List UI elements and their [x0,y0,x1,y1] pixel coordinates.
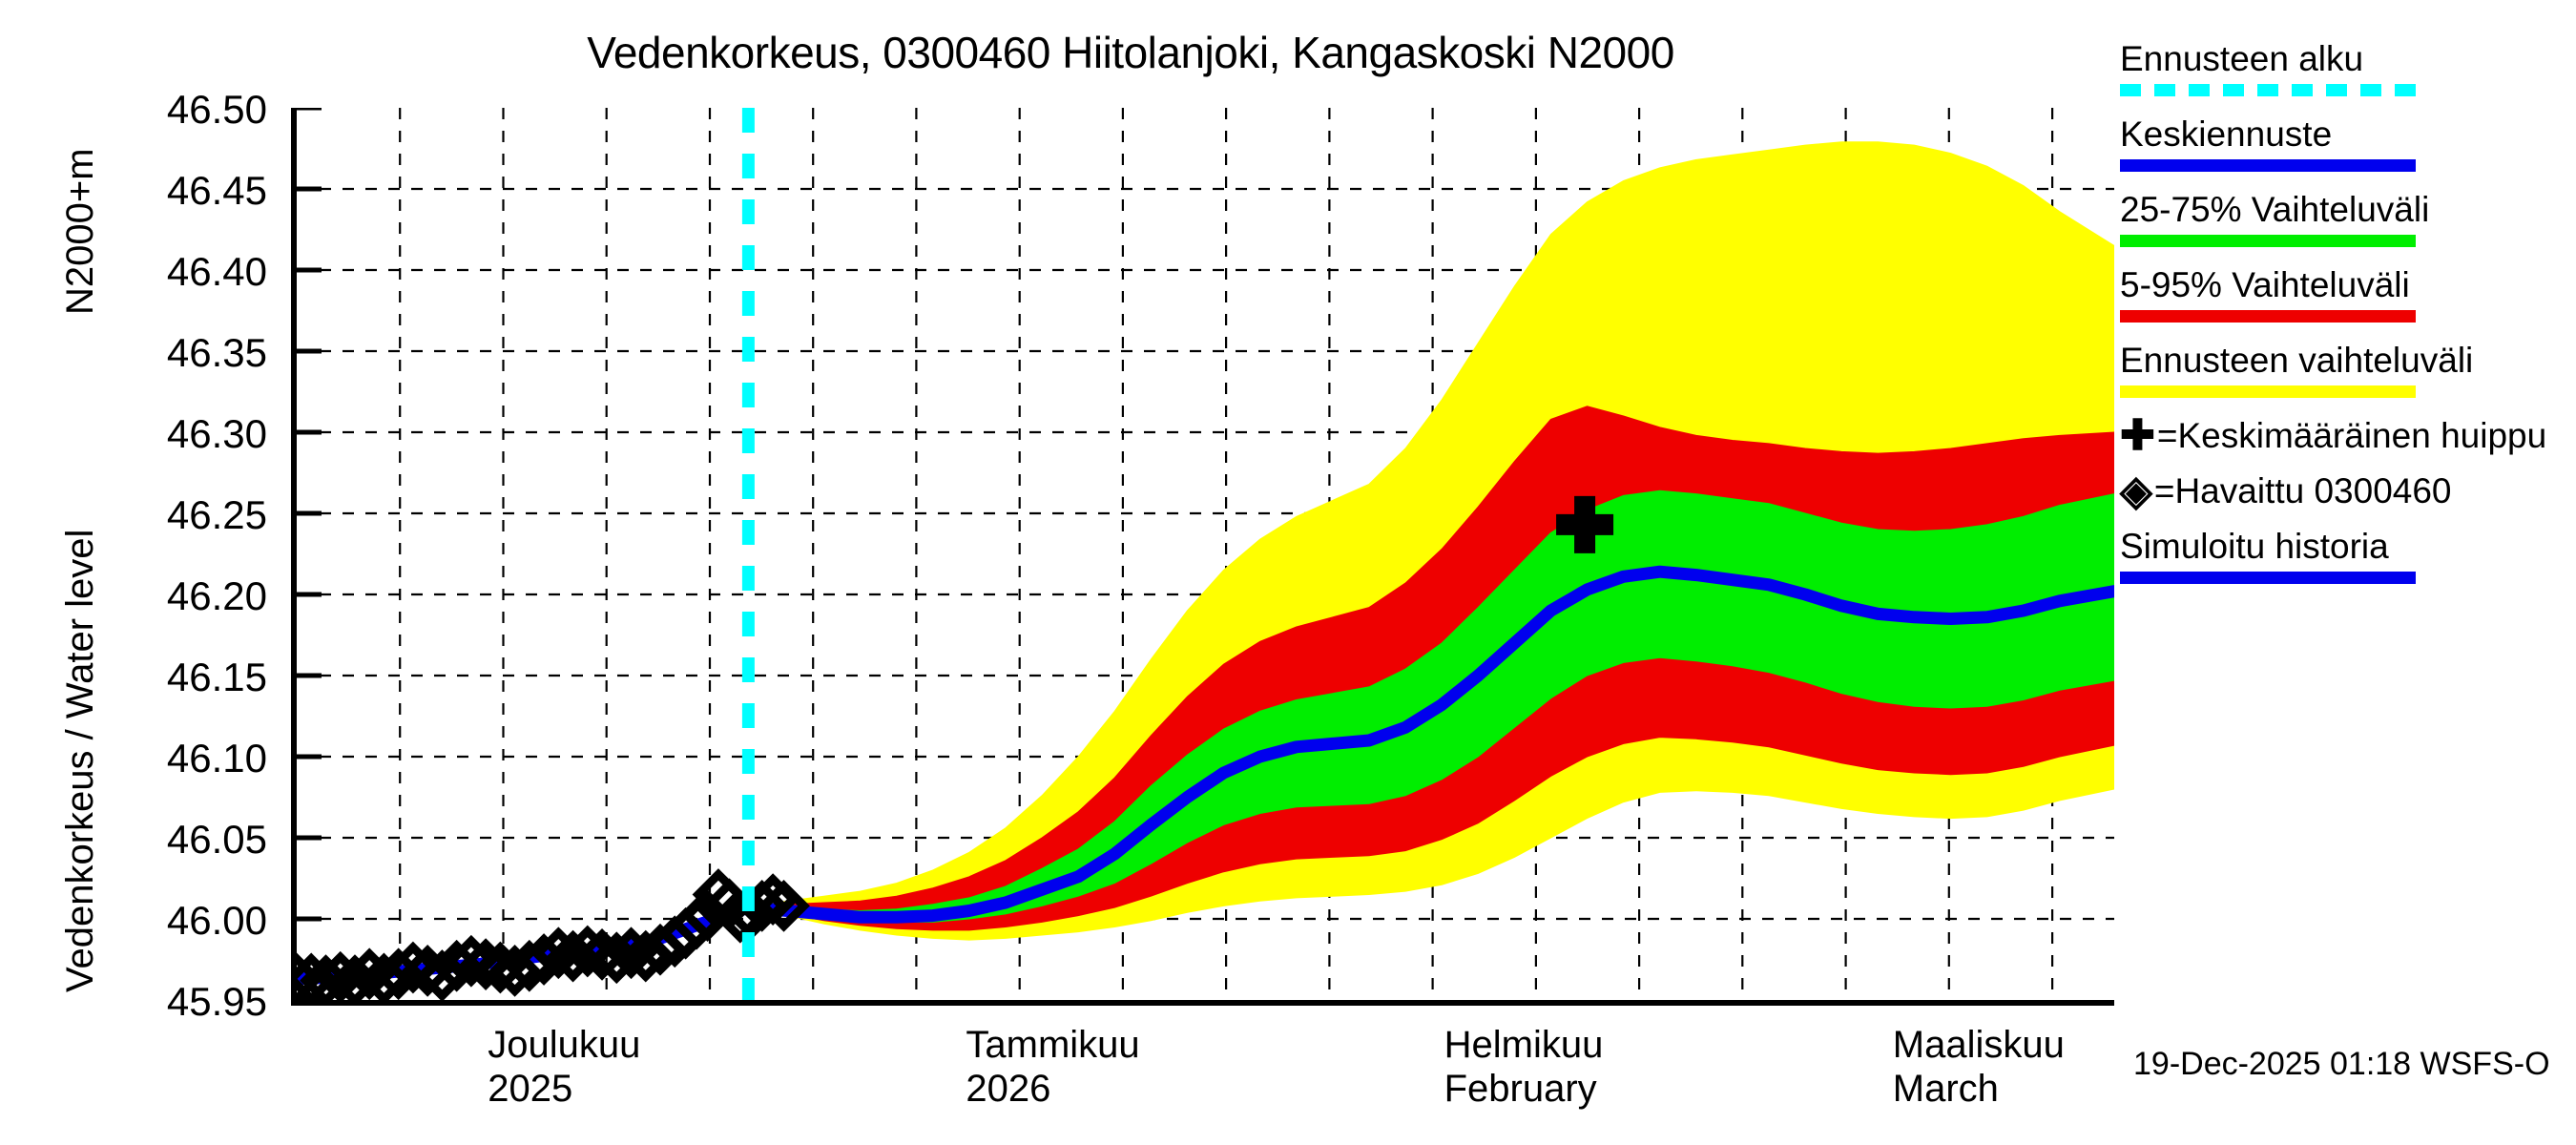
mean-peak-marker [1556,495,1614,553]
diamond-icon: ◈ [2120,468,2152,514]
page-title: Vedenkorkeus, 0300460 Hiitolanjoki, Kang… [587,28,1674,77]
legend-band-25-75: 25-75% Vaihteluväli [2120,189,2568,247]
y-axis-tick-label: 46.45 [166,168,267,213]
y-axis-tick-label: 46.30 [166,411,267,456]
y-axis-tick-label: 46.15 [166,655,267,699]
x-axis-month-name: Tammikuu [966,1024,1140,1066]
legend-forecast-start: Ennusteen alku [2120,38,2568,96]
legend-swatch-band-5-95 [2120,310,2416,323]
legend-swatch-forecast-start [2120,84,2416,96]
x-axis-month-sub: 2025 [488,1068,573,1110]
observed-markers [297,868,810,1000]
observed-marker [758,880,810,932]
legend-swatch-sim-history [2120,572,2416,584]
y-axis-tick-label: 46.00 [166,898,267,943]
timestamp-stamp: 19-Dec-2025 01:18 WSFS-O [2133,1046,2550,1082]
x-axis-month-sub: 2026 [966,1068,1051,1110]
legend-observed: ◈ =Havaittu 0300460 [2120,468,2452,514]
y-axis-tick-label: 46.40 [166,249,267,294]
x-axis-month-sub: February [1444,1068,1597,1110]
x-axis-month-label: Helmikuu February [1444,1023,1604,1111]
median-forecast-line [741,565,2114,924]
y-axis-tick-label: 45.95 [166,979,267,1024]
x-axis-month-name: Maaliskuu [1892,1024,2065,1066]
x-axis-month-sub: March [1892,1068,1999,1110]
legend-swatch-band-full [2120,385,2416,398]
chart-legend: Ennusteen alku Keskiennuste 25-75% Vaiht… [2120,38,2568,601]
legend-band-5-95: 5-95% Vaihteluväli [2120,264,2568,323]
x-axis-month-name: Joulukuu [488,1024,641,1066]
x-axis-month-label: Joulukuu 2025 [488,1023,640,1111]
x-axis-month-label: Maaliskuu March [1893,1023,2065,1111]
legend-band-full: Ennusteen vaihteluväli [2120,340,2568,398]
chart-canvas [297,108,2114,1000]
y-axis-tick-label: 46.35 [166,330,267,375]
y-axis-tick-label: 46.20 [166,573,267,618]
x-axis-month-label: Tammikuu 2026 [966,1023,1139,1111]
x-axis-month-name: Helmikuu [1444,1024,1604,1066]
y-axis-tick-label: 46.05 [166,817,267,862]
legend-swatch-median [2120,159,2416,172]
observed-marker [445,934,498,988]
y-axis-ticks [297,108,322,1000]
observed-marker [459,938,512,990]
legend-mean-peak: ✚ =Keskimääräinen huippu [2120,412,2547,459]
legend-swatch-band-25-75 [2120,235,2416,247]
legend-median: Keskiennuste [2120,114,2568,172]
plot-area [291,108,2114,1006]
y-axis-tick-label: 46.25 [166,492,267,537]
y-axis-ticks: 46.50 46.45 46.40 46.35 46.30 46.25 46.20 46.15… [29,0,267,1145]
y-axis-tick-label: 46.10 [166,736,267,781]
legend-sim-history: Simuloitu historia [2120,526,2568,584]
observed-marker [386,941,440,994]
plus-icon: ✚ [2120,412,2155,459]
observed-marker [561,925,614,978]
y-axis-tick-label: 46.50 [166,87,267,132]
